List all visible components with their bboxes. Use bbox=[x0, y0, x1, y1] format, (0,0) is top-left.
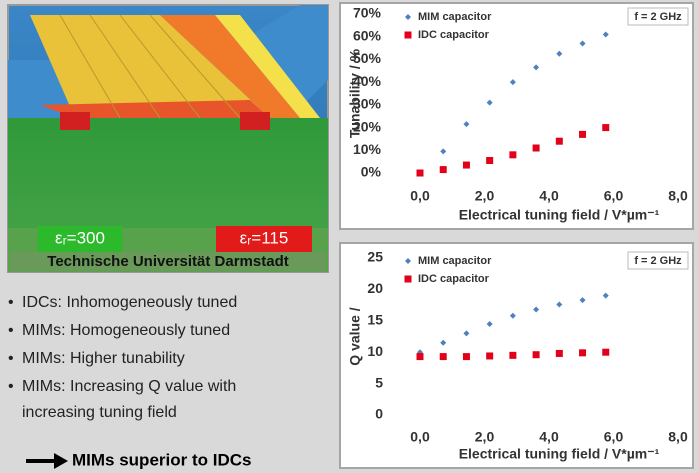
x-tick-label: 6,0 bbox=[604, 429, 624, 445]
legend-label: MIM capacitor bbox=[418, 255, 492, 267]
y-tick-label: 15 bbox=[367, 312, 383, 328]
marker bbox=[439, 166, 447, 174]
bullet: MIMs: Higher tunability bbox=[22, 350, 185, 367]
y-axis-label: Tunability / % bbox=[347, 48, 363, 138]
x-tick-label: 4,0 bbox=[539, 188, 559, 204]
y-tick-label: 0% bbox=[361, 164, 382, 180]
legend-label: MIM capacitor bbox=[418, 11, 492, 23]
bullet: MIMs: Increasing Q value with bbox=[22, 378, 236, 395]
y-tick-label: 20 bbox=[367, 280, 383, 296]
marker bbox=[463, 121, 470, 128]
marker bbox=[509, 151, 517, 159]
annotation: f = 2 GHz bbox=[634, 11, 682, 23]
y-tick-label: 20% bbox=[353, 118, 382, 134]
legend-marker bbox=[404, 31, 412, 39]
marker bbox=[440, 148, 447, 155]
y-axis-label: Q value / bbox=[347, 307, 363, 365]
legend-marker bbox=[404, 275, 412, 283]
bullet-dot: • bbox=[8, 350, 14, 367]
marker bbox=[555, 349, 563, 357]
annotation-box bbox=[627, 7, 689, 26]
y-tick-label: 50% bbox=[353, 50, 382, 66]
bullet: increasing tuning field bbox=[22, 404, 177, 421]
x-tick-label: 8,0 bbox=[668, 429, 688, 445]
y-tick-label: 30% bbox=[353, 96, 382, 112]
y-tick-label: 25 bbox=[367, 249, 383, 265]
y-tick-label: 5 bbox=[375, 374, 383, 390]
marker bbox=[532, 144, 540, 152]
y-tick-label: 10% bbox=[353, 141, 382, 157]
bullet-dot: • bbox=[8, 294, 14, 311]
marker bbox=[416, 169, 424, 177]
x-tick-label: 6,0 bbox=[604, 188, 624, 204]
chart-frame bbox=[339, 2, 694, 230]
marker bbox=[579, 297, 586, 304]
marker bbox=[602, 348, 610, 356]
y-tick-label: 70% bbox=[353, 5, 382, 21]
legend-marker bbox=[405, 258, 411, 264]
marker bbox=[579, 40, 586, 47]
marker bbox=[439, 353, 447, 361]
y-tick-label: 40% bbox=[353, 73, 382, 89]
marker bbox=[602, 292, 609, 299]
x-tick-label: 2,0 bbox=[475, 188, 495, 204]
marker bbox=[440, 339, 447, 346]
marker bbox=[416, 353, 424, 361]
marker bbox=[533, 306, 540, 313]
marker bbox=[509, 79, 516, 86]
marker bbox=[509, 351, 517, 359]
legend-marker bbox=[405, 14, 411, 20]
marker bbox=[463, 330, 470, 337]
conclusion-arrow bbox=[26, 453, 68, 469]
chart-frame bbox=[339, 242, 694, 469]
annotation-box bbox=[627, 251, 689, 270]
bullet: MIMs: Homogeneously tuned bbox=[22, 322, 230, 339]
image-label: εᵣ=115 bbox=[240, 228, 289, 247]
marker bbox=[556, 50, 563, 57]
marker bbox=[602, 31, 609, 38]
x-axis-label: Electrical tuning field / V*µm⁻¹ bbox=[459, 207, 660, 223]
bullet-dot: • bbox=[8, 322, 14, 339]
x-tick-label: 0,0 bbox=[410, 429, 430, 445]
marker bbox=[533, 64, 540, 71]
bullet-dot: • bbox=[8, 378, 14, 395]
marker bbox=[486, 99, 493, 106]
marker bbox=[579, 130, 587, 138]
y-tick-label: 60% bbox=[353, 27, 382, 43]
x-axis-label: Electrical tuning field / V*µm⁻¹ bbox=[459, 446, 660, 462]
marker bbox=[556, 301, 563, 308]
annotation: f = 2 GHz bbox=[634, 255, 682, 267]
conclusion: MIMs superior to IDCs bbox=[72, 450, 251, 469]
legend-label: IDC capacitor bbox=[418, 273, 490, 285]
marker bbox=[462, 353, 470, 361]
y-tick-label: 0 bbox=[375, 406, 383, 422]
marker bbox=[486, 352, 494, 360]
legend-label: IDC capacitor bbox=[418, 29, 490, 41]
bullet: IDCs: Inhomogeneously tuned bbox=[22, 294, 237, 311]
bullet-list: • IDCs: Inhomogeneously tuned • MIMs: Ho… bbox=[8, 294, 237, 421]
x-tick-label: 0,0 bbox=[410, 188, 430, 204]
marker bbox=[532, 351, 540, 359]
marker bbox=[602, 124, 610, 132]
image-label: εᵣ=300 bbox=[55, 228, 105, 247]
x-tick-label: 4,0 bbox=[539, 429, 559, 445]
marker bbox=[579, 349, 587, 357]
x-tick-label: 8,0 bbox=[668, 188, 688, 204]
y-tick-label: 10 bbox=[367, 343, 383, 359]
marker bbox=[555, 137, 563, 145]
simulation-image bbox=[7, 4, 329, 273]
marker bbox=[509, 312, 516, 319]
marker bbox=[486, 157, 494, 165]
marker bbox=[486, 320, 493, 327]
x-tick-label: 2,0 bbox=[475, 429, 495, 445]
image-caption: Technische Universität Darmstadt bbox=[47, 253, 288, 270]
marker bbox=[462, 161, 470, 169]
